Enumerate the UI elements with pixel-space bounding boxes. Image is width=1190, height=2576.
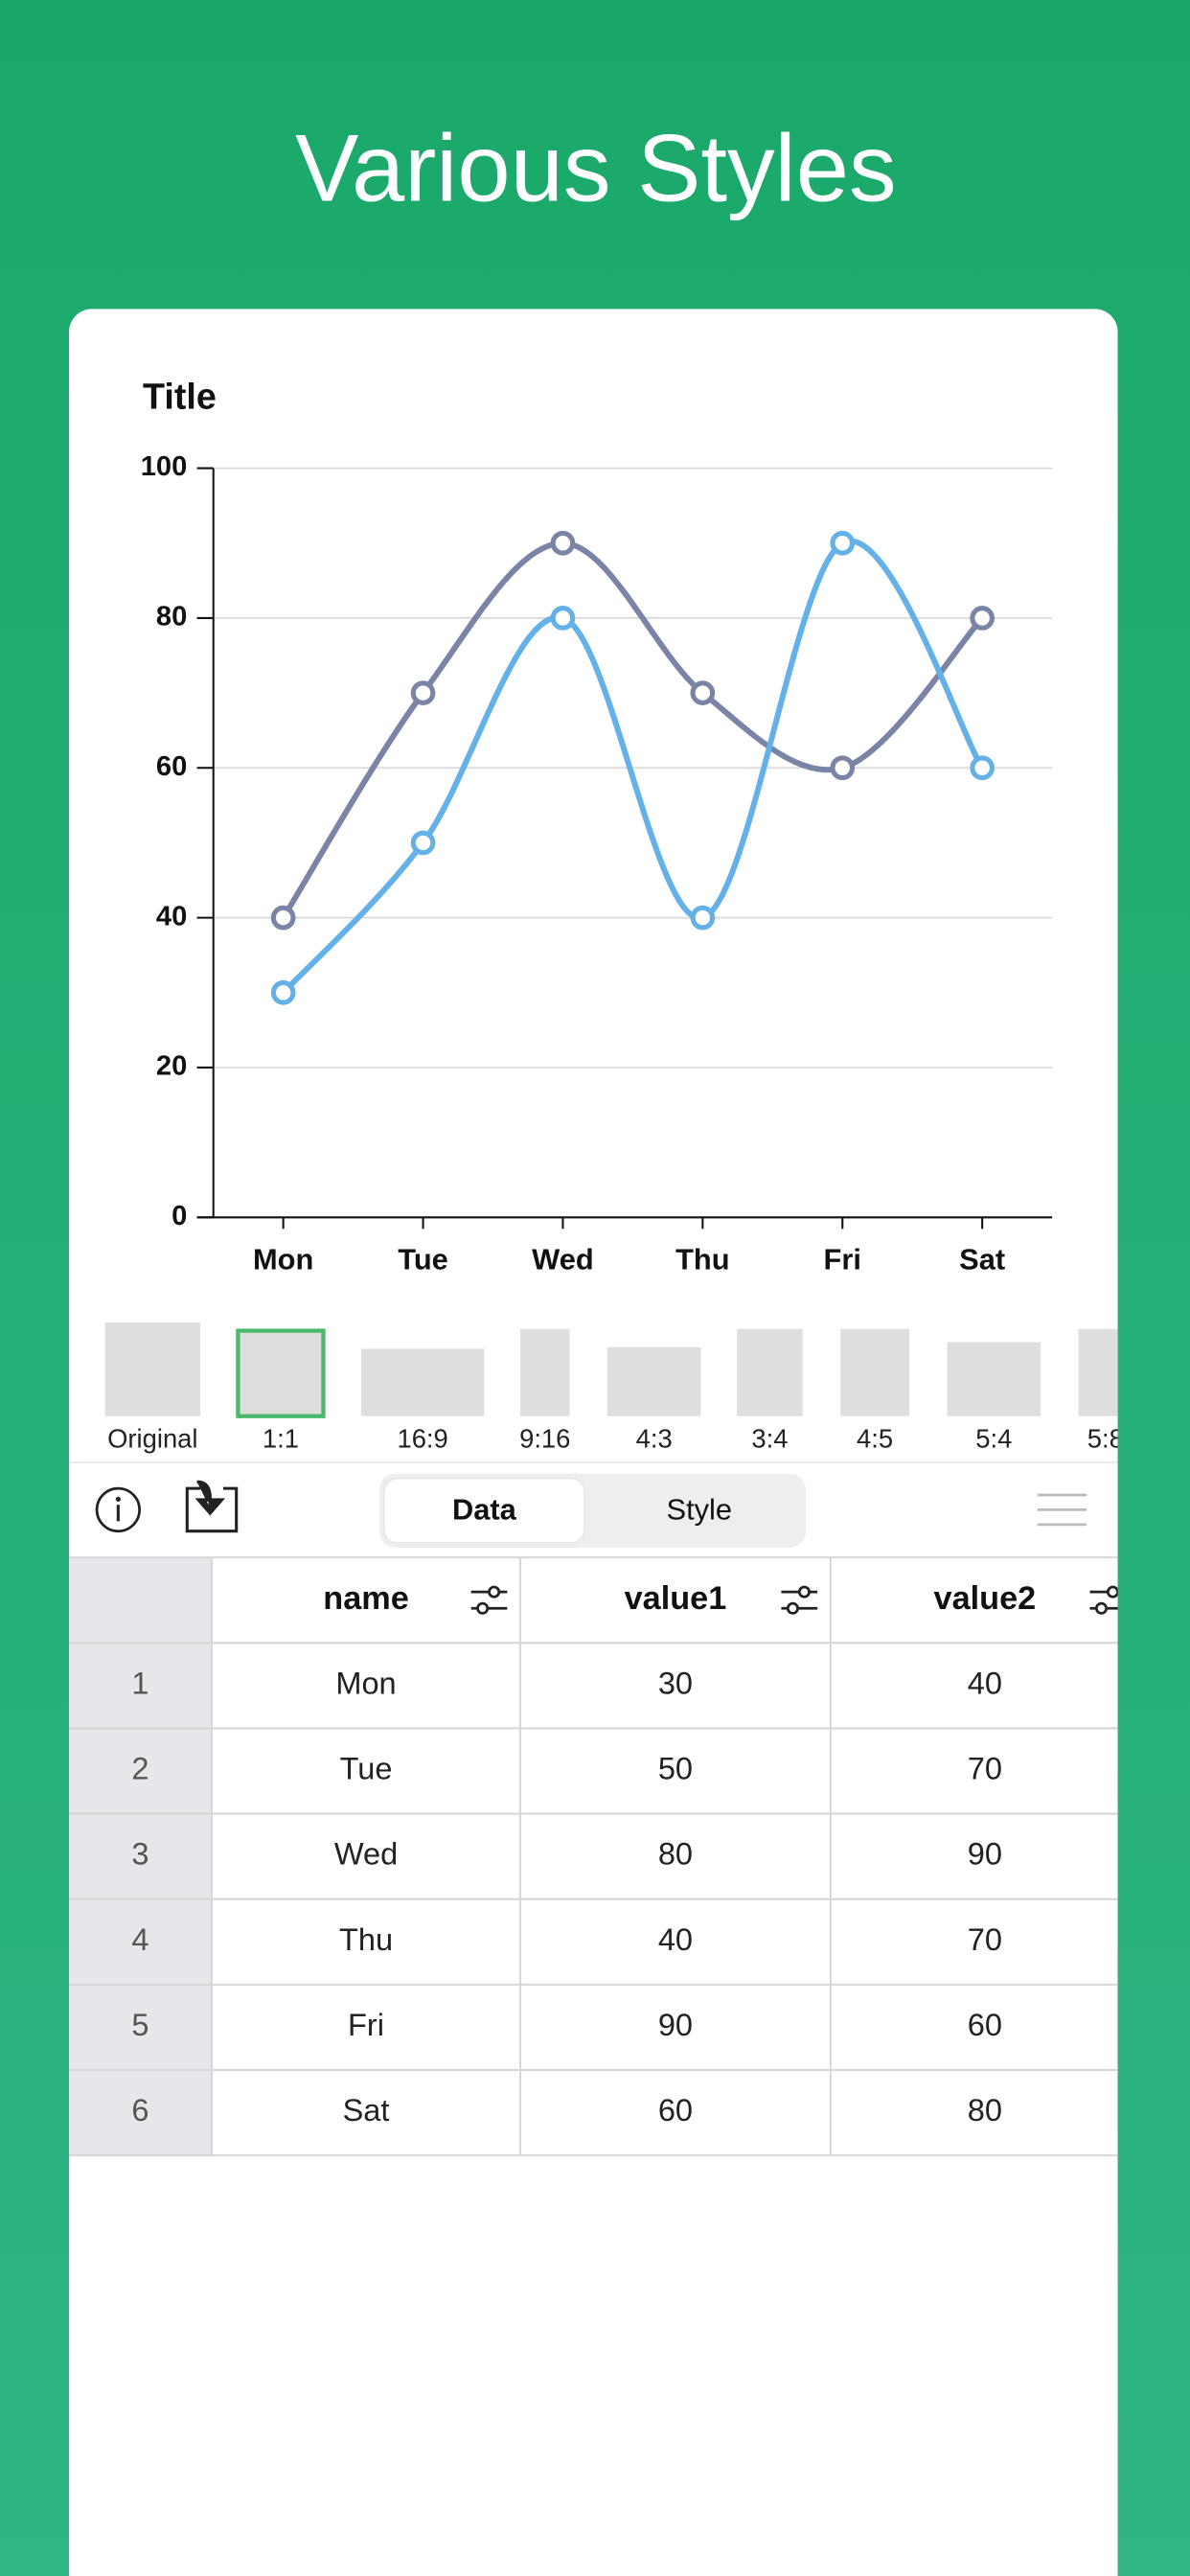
ratio-label[interactable]: 1:1 [263, 1424, 299, 1454]
icon-knob [488, 1585, 501, 1598]
ratio-label[interactable]: 16:9 [397, 1424, 447, 1454]
chart: Title 0 20 40 60 80 100 Mon Tue Wed Thu Fri Sat [141, 377, 1053, 1276]
info-dot [115, 1496, 121, 1502]
cell[interactable]: 60 [968, 2008, 1002, 2042]
cell[interactable]: 50 [658, 1752, 693, 1786]
row-header-column [68, 1557, 212, 2156]
cell[interactable]: 40 [968, 1666, 1002, 1700]
x-tick-label: Thu [675, 1243, 729, 1276]
row-number: 4 [131, 1922, 149, 1957]
tab-style[interactable]: Style [667, 1492, 733, 1526]
card: Title 0 20 40 60 80 100 Mon Tue Wed Thu Fri Sat Orig… [68, 309, 1133, 2576]
cell[interactable]: 40 [658, 1922, 693, 1957]
icon-knob [1094, 1601, 1109, 1615]
point [410, 680, 436, 705]
point [970, 606, 995, 631]
ratio-selector[interactable]: Original 1:1 16:9 9:16 4:3 3:4 4:5 5:4 5:8 [104, 1322, 1133, 1454]
point [830, 530, 856, 556]
cell[interactable]: Tue [340, 1752, 393, 1786]
cell[interactable]: 70 [968, 1752, 1002, 1786]
tab-data[interactable]: Data [452, 1492, 517, 1526]
cell[interactable]: Sat [343, 2093, 390, 2128]
header-title: Various Styles [295, 116, 897, 222]
y-tick-label: 60 [156, 751, 187, 782]
info-icon [95, 1486, 141, 1533]
ratio-thumbnail[interactable] [606, 1346, 701, 1416]
cell[interactable]: 30 [658, 1666, 693, 1700]
ratio-thumbnail[interactable] [840, 1328, 910, 1416]
card-background [68, 309, 1118, 2576]
ratio-label[interactable]: 4:5 [857, 1424, 893, 1454]
column-settings[interactable] [1089, 1585, 1127, 1615]
ratio-label[interactable]: 3:4 [751, 1424, 788, 1454]
series-line [281, 540, 985, 920]
cell[interactable]: 60 [658, 2093, 693, 2128]
column-settings[interactable] [470, 1585, 508, 1615]
column-header[interactable]: value2 [934, 1580, 1037, 1617]
point [550, 606, 576, 631]
cell[interactable]: Mon [335, 1666, 396, 1700]
icon-knob [797, 1585, 811, 1598]
column-settings[interactable] [781, 1585, 818, 1615]
x-tick-label: Mon [253, 1243, 313, 1276]
import-tray [185, 1486, 239, 1533]
chart-title: Title [143, 377, 217, 417]
cell[interactable]: 80 [658, 1837, 693, 1872]
import-button[interactable] [185, 1480, 239, 1533]
y-tick-label: 0 [172, 1201, 187, 1231]
ratio-label[interactable]: 5:8 [1087, 1424, 1124, 1454]
menu-button[interactable] [1037, 1493, 1087, 1527]
ratio-label[interactable]: Original [107, 1424, 197, 1454]
ratio-label[interactable]: 9:16 [519, 1424, 570, 1454]
y-tick-label: 100 [141, 451, 188, 482]
column-header[interactable]: name [323, 1580, 408, 1617]
x-tick-label: Sat [959, 1243, 1005, 1276]
ratio-label[interactable]: 5:4 [975, 1424, 1012, 1454]
ratio-thumbnail[interactable] [104, 1322, 200, 1416]
ratio-thumbnail[interactable] [236, 1328, 326, 1418]
ratio-thumbnail[interactable] [1078, 1328, 1133, 1416]
import-arrow [195, 1480, 226, 1516]
row-number: 6 [131, 2093, 149, 2128]
row-number: 3 [131, 1837, 149, 1872]
x-tick-label: Tue [398, 1243, 448, 1276]
point [270, 905, 296, 931]
y-tick-label: 40 [156, 901, 187, 932]
point [970, 755, 995, 781]
icon-knob [476, 1601, 490, 1615]
segment-selected [383, 1478, 585, 1544]
cell[interactable]: 70 [968, 1922, 1002, 1957]
info-button[interactable] [95, 1486, 141, 1533]
ratio-thumbnail[interactable] [360, 1348, 485, 1416]
y-tick-label: 20 [156, 1051, 187, 1082]
row-number: 5 [131, 2008, 149, 2042]
point [690, 680, 716, 705]
ratio-thumbnail[interactable] [947, 1342, 1041, 1416]
ratio-thumbnail[interactable] [737, 1328, 803, 1416]
cell[interactable]: 90 [968, 1837, 1002, 1872]
point [830, 755, 856, 781]
row-number: 1 [131, 1666, 149, 1700]
row-number: 2 [131, 1752, 149, 1786]
data-table: name value1 value2 1 Mon 30 40 2 Tue 50 70 3 Wed 80 90… [68, 1556, 1127, 2157]
column-header[interactable]: value1 [625, 1580, 727, 1617]
x-tick-label: Wed [532, 1243, 594, 1276]
point [410, 830, 436, 856]
point [550, 530, 576, 556]
icon-knob [1106, 1585, 1118, 1598]
icon-knob [786, 1601, 799, 1615]
point [270, 979, 296, 1005]
cell[interactable]: 80 [968, 2093, 1002, 2128]
ratio-label[interactable]: 4:3 [636, 1424, 673, 1454]
cell[interactable]: 90 [658, 2008, 693, 2042]
cell[interactable]: Wed [334, 1837, 398, 1872]
y-tick-label: 80 [156, 602, 187, 632]
x-tick-label: Fri [824, 1243, 861, 1276]
point [690, 905, 716, 931]
cell[interactable]: Thu [339, 1922, 393, 1957]
ratio-thumbnail[interactable] [520, 1328, 570, 1416]
cell[interactable]: Fri [348, 2008, 384, 2042]
